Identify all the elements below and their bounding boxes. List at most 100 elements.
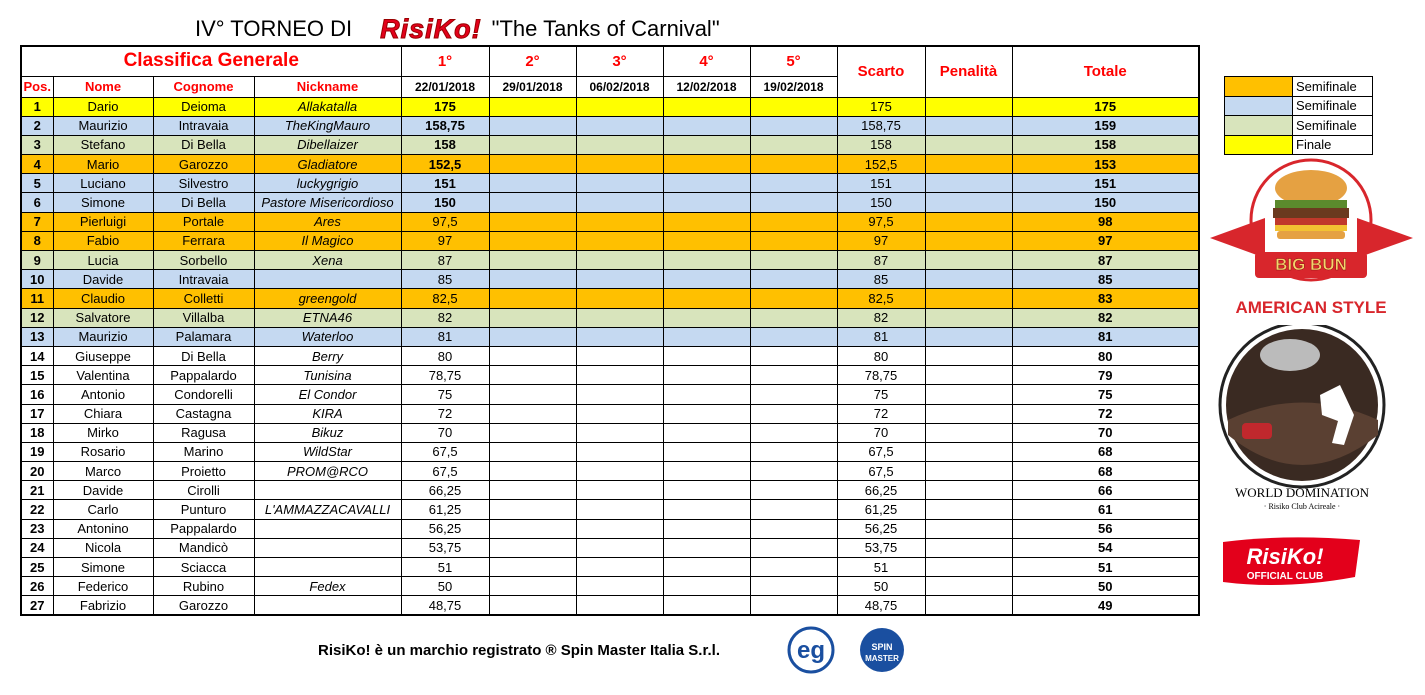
position: 16 xyxy=(20,384,54,405)
round-score-empty xyxy=(749,441,838,463)
round-score-empty xyxy=(749,134,838,156)
nickname: Dibellaizer xyxy=(253,134,402,156)
totale: 70 xyxy=(1011,422,1200,443)
last-name: Garozzo xyxy=(152,154,255,175)
standings-row: 27 Fabrizio Garozzo 48,75 48,75 49 xyxy=(20,595,1200,616)
round-score-empty xyxy=(575,365,664,386)
round-score: 158 xyxy=(400,134,490,156)
round-score-empty xyxy=(488,556,577,578)
round-score-empty xyxy=(662,154,751,175)
penalita-empty xyxy=(924,173,1013,194)
first-name: Mario xyxy=(52,154,154,175)
round-score-empty xyxy=(488,461,577,482)
round-score: 158,75 xyxy=(400,115,490,136)
position: 10 xyxy=(20,269,54,290)
last-name: Pappalardo xyxy=(152,518,255,539)
first-name: Marco xyxy=(52,461,154,482)
round-score-empty xyxy=(575,595,664,616)
position: 14 xyxy=(20,345,54,367)
round-score-empty xyxy=(488,307,577,328)
nickname xyxy=(253,537,402,559)
round-score: 78,75 xyxy=(400,365,490,386)
legend-row: Semifinale xyxy=(1224,115,1373,136)
round-header: 4° xyxy=(662,45,751,77)
nickname: WildStar xyxy=(253,441,402,463)
round-score-empty xyxy=(662,307,751,328)
standings-row: 9 Lucia Sorbello Xena 87 87 87 xyxy=(20,249,1200,271)
last-name: Condorelli xyxy=(152,384,255,405)
risiko-text: RisiKo! xyxy=(1247,544,1324,569)
position: 23 xyxy=(20,518,54,539)
scarto: 75 xyxy=(836,384,926,405)
column-header: Nome xyxy=(52,75,154,98)
spin-logo: SPIN xyxy=(871,642,892,652)
round-score-empty xyxy=(749,326,838,347)
club-text: · Risiko Club Acireale · xyxy=(1264,502,1340,511)
totale: 68 xyxy=(1011,461,1200,482)
scarto: 175 xyxy=(836,96,926,117)
round-score-empty xyxy=(749,115,838,136)
totale: 68 xyxy=(1011,441,1200,463)
last-name: Di Bella xyxy=(152,192,255,213)
round-score-empty xyxy=(662,230,751,252)
legend-row: Finale xyxy=(1224,134,1373,155)
totale: 50 xyxy=(1011,576,1200,597)
round-score: 72 xyxy=(400,403,490,424)
round-score-empty xyxy=(749,154,838,175)
eg-logo: eg xyxy=(797,637,825,664)
nickname: PROM@RCO xyxy=(253,461,402,482)
scarto: 48,75 xyxy=(836,595,926,616)
round-score-empty xyxy=(749,403,838,424)
round-score: 50 xyxy=(400,576,490,597)
first-name: Simone xyxy=(52,556,154,578)
round-score-empty xyxy=(488,269,577,290)
round-score-empty xyxy=(575,192,664,213)
title: IV° TORNEO DI RisiKo! "The Tanks of Carn… xyxy=(195,13,720,44)
date-header: 19/02/2018 xyxy=(749,75,838,98)
round-score: 56,25 xyxy=(400,518,490,539)
round-score-empty xyxy=(662,384,751,405)
last-name: Palamara xyxy=(152,326,255,347)
round-score-empty xyxy=(749,461,838,482)
round-score-empty xyxy=(749,211,838,232)
round-score-empty xyxy=(575,115,664,136)
last-name: Villalba xyxy=(152,307,255,328)
group-title: Classifica Generale xyxy=(20,45,402,77)
penalita-empty xyxy=(924,230,1013,252)
last-name: Silvestro xyxy=(152,173,255,194)
round-score-empty xyxy=(575,326,664,347)
round-header: 3° xyxy=(575,45,664,77)
scarto: 67,5 xyxy=(836,461,926,482)
round-score-empty xyxy=(749,365,838,386)
last-name: Portale xyxy=(152,211,255,232)
first-name: Luciano xyxy=(52,173,154,194)
position: 18 xyxy=(20,422,54,443)
nickname: Bikuz xyxy=(253,422,402,443)
footer-logos: eg SPIN MASTER xyxy=(787,626,904,674)
penalita-empty xyxy=(924,326,1013,347)
nickname: TheKingMauro xyxy=(253,115,402,136)
position: 9 xyxy=(20,249,54,271)
nickname: Gladiatore xyxy=(253,154,402,175)
round-score-empty xyxy=(749,480,838,501)
penalita-empty xyxy=(924,403,1013,424)
last-name: Sorbello xyxy=(152,249,255,271)
round-score-empty xyxy=(662,422,751,443)
standings-row: 3 Stefano Di Bella Dibellaizer 158 158 158 xyxy=(20,134,1200,156)
first-name: Chiara xyxy=(52,403,154,424)
round-score-empty xyxy=(575,307,664,328)
round-score-empty xyxy=(575,384,664,405)
big-bun-text: BIG BUN xyxy=(1275,255,1347,274)
standings-row: 14 Giuseppe Di Bella Berry 80 80 80 xyxy=(20,345,1200,367)
world-domination-text: WORLD DOMINATION xyxy=(1235,485,1370,500)
scarto: 61,25 xyxy=(836,499,926,520)
round-score: 97 xyxy=(400,230,490,252)
last-name: Cirolli xyxy=(152,480,255,501)
nickname: El Condor xyxy=(253,384,402,405)
scarto: 80 xyxy=(836,345,926,367)
round-score-empty xyxy=(488,403,577,424)
legend-label: Finale xyxy=(1292,134,1373,155)
totale: 56 xyxy=(1011,518,1200,539)
position: 26 xyxy=(20,576,54,597)
